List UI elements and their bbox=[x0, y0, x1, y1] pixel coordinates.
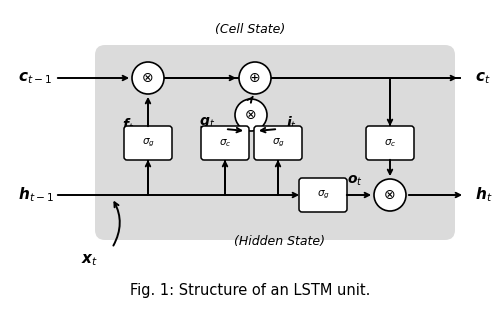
FancyBboxPatch shape bbox=[124, 126, 172, 160]
Text: ⊕: ⊕ bbox=[249, 71, 261, 85]
FancyBboxPatch shape bbox=[201, 126, 249, 160]
Text: $\boldsymbol{h}_{t-1}$: $\boldsymbol{h}_{t-1}$ bbox=[18, 186, 54, 204]
Text: $\boldsymbol{g}_t$: $\boldsymbol{g}_t$ bbox=[199, 115, 215, 130]
Text: $\sigma_c$: $\sigma_c$ bbox=[219, 137, 231, 149]
Text: $\sigma_g$: $\sigma_g$ bbox=[142, 137, 154, 149]
Text: $\boldsymbol{c}_{t-1}$: $\boldsymbol{c}_{t-1}$ bbox=[18, 70, 52, 86]
Circle shape bbox=[239, 62, 271, 94]
Circle shape bbox=[235, 99, 267, 131]
Circle shape bbox=[374, 179, 406, 211]
Text: (Cell State): (Cell State) bbox=[215, 23, 285, 37]
Text: $\boldsymbol{i}_t$: $\boldsymbol{i}_t$ bbox=[286, 114, 298, 132]
Text: ⊗: ⊗ bbox=[384, 188, 396, 202]
FancyBboxPatch shape bbox=[366, 126, 414, 160]
Text: $\boldsymbol{x}_t$: $\boldsymbol{x}_t$ bbox=[82, 252, 98, 268]
Text: Fig. 1: Structure of an LSTM unit.: Fig. 1: Structure of an LSTM unit. bbox=[130, 282, 370, 298]
Text: $\sigma_c$: $\sigma_c$ bbox=[384, 137, 396, 149]
Text: (Hidden State): (Hidden State) bbox=[234, 236, 326, 248]
Text: ⊗: ⊗ bbox=[245, 108, 257, 122]
Text: $\boldsymbol{f}_t$: $\boldsymbol{f}_t$ bbox=[122, 116, 134, 134]
Text: $\sigma_g$: $\sigma_g$ bbox=[272, 137, 284, 149]
FancyBboxPatch shape bbox=[95, 45, 455, 240]
Text: $\boldsymbol{o}_t$: $\boldsymbol{o}_t$ bbox=[347, 174, 363, 188]
FancyBboxPatch shape bbox=[254, 126, 302, 160]
Circle shape bbox=[132, 62, 164, 94]
Text: $\sigma_g$: $\sigma_g$ bbox=[316, 189, 330, 201]
Text: $\boldsymbol{c}_t$: $\boldsymbol{c}_t$ bbox=[475, 70, 490, 86]
Text: $\boldsymbol{h}_t$: $\boldsymbol{h}_t$ bbox=[475, 186, 492, 204]
Text: ⊗: ⊗ bbox=[142, 71, 154, 85]
FancyBboxPatch shape bbox=[299, 178, 347, 212]
